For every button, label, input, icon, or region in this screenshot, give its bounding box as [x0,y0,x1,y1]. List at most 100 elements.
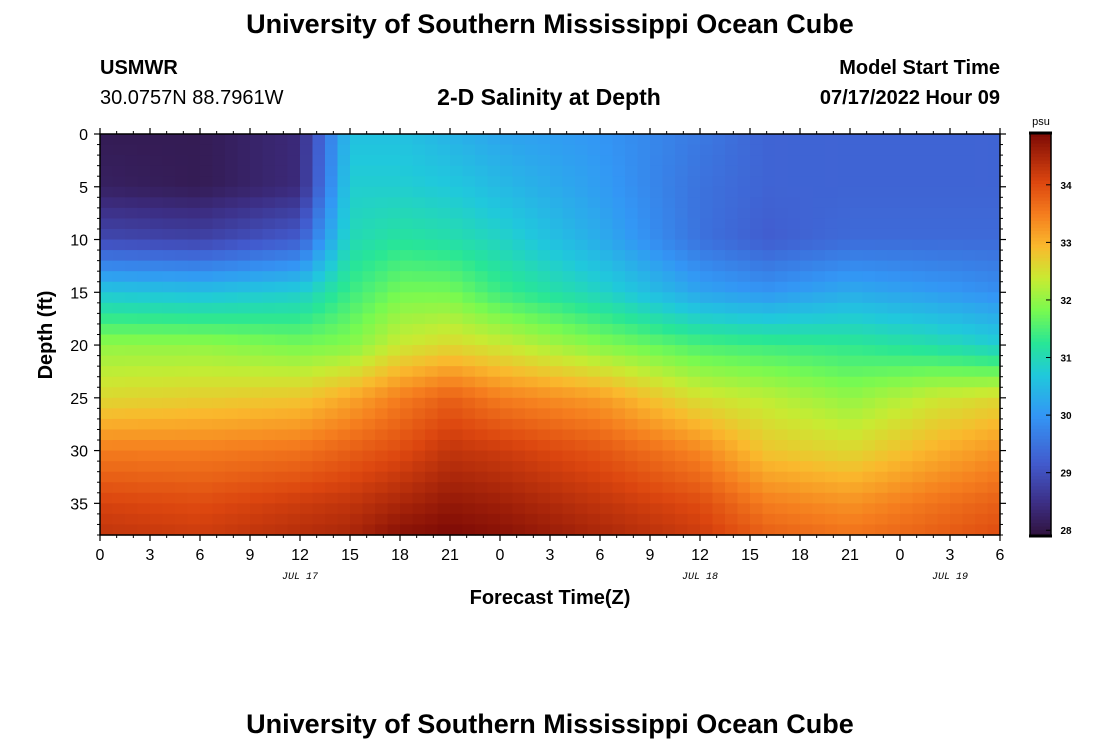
heatmap-cell [362,134,376,146]
heatmap-cell [412,387,426,399]
colorbar-segment [1030,139,1051,144]
heatmap-cell [725,144,739,156]
colorbar-segment [1030,173,1051,178]
heatmap-cell [650,513,664,526]
heatmap-cell [175,397,189,409]
heatmap-cell [100,313,114,325]
heatmap-cell [175,197,189,209]
heatmap-cell [150,250,164,262]
heatmap-cell [925,186,939,198]
heatmap-cell [100,186,114,198]
heatmap-cell [650,492,664,504]
heatmap-cell [937,429,951,441]
heatmap-cell [325,218,339,230]
heatmap-cell [287,513,301,526]
colorbar-segment [1030,210,1051,215]
heatmap-cell [837,376,851,388]
heatmap-cell [800,323,814,336]
heatmap-cell [325,313,339,325]
heatmap-cell [600,471,614,483]
heatmap-cell [387,440,401,452]
heatmap-cell [887,334,901,346]
heatmap-cell [375,218,389,230]
heatmap-cell [300,461,314,473]
heatmap-cell [312,450,326,462]
heatmap-cell [537,239,551,251]
heatmap-cell [200,144,214,156]
x-tick-label: 21 [841,547,859,564]
heatmap-cell [175,134,189,146]
heatmap-cell [937,513,951,526]
heatmap-cell [725,176,739,188]
heatmap-cell [237,345,251,357]
heatmap-cell [237,250,251,262]
heatmap-cell [462,165,476,177]
heatmap-cell [150,334,164,346]
heatmap-cell [725,228,739,241]
heatmap-cell [225,376,239,388]
heatmap-cell [125,228,139,241]
heatmap-cell [862,176,876,188]
heatmap-cell [212,355,226,367]
heatmap-cell [250,176,264,188]
heatmap-cell [575,228,589,241]
heatmap-cell [737,302,751,314]
heatmap-cell [575,260,589,272]
heatmap-cell [112,513,126,526]
heatmap-cell [762,387,776,399]
colorbar-segment [1030,462,1051,467]
heatmap-cell [100,228,114,241]
heatmap-cell [387,397,401,409]
heatmap-cell [600,134,614,146]
heatmap-cell [950,408,964,420]
heatmap-cell [150,450,164,462]
heatmap-cell [850,302,864,314]
heatmap-cell [525,260,539,272]
heatmap-cell [162,228,176,241]
heatmap-cell [137,345,151,357]
heatmap-cell [387,197,401,209]
heatmap-cell [550,355,564,367]
heatmap-cell [162,429,176,441]
heatmap-cell [800,492,814,504]
heatmap-cell [337,250,351,262]
heatmap-cell [900,228,914,241]
heatmap-cell [975,482,989,494]
heatmap-cell [512,418,526,431]
heatmap-cell [737,323,751,336]
heatmap-cell [800,513,814,526]
heatmap-cell [450,366,464,378]
heatmap-cell [137,144,151,156]
heatmap-cell [112,207,126,220]
heatmap-cell [625,461,639,473]
colorbar-segment [1030,354,1051,359]
colorbar-segment [1030,203,1051,208]
heatmap-cell [925,197,939,209]
heatmap-cell [737,250,751,262]
heatmap-cell [862,144,876,156]
heatmap-cell [912,260,926,272]
heatmap-cell [525,503,539,515]
heatmap-cell [762,165,776,177]
heatmap-cell [737,429,751,441]
y-tick-label: 20 [70,338,88,355]
heatmap-cell [325,176,339,188]
heatmap-cell [575,524,589,536]
heatmap-cell [225,408,239,420]
heatmap-cell [387,281,401,293]
heatmap-cell [937,155,951,167]
heatmap-cell [137,482,151,494]
heatmap-cell [350,207,364,220]
heatmap-cell [300,482,314,494]
heatmap-cell [825,440,839,452]
heatmap-cell [662,271,676,283]
heatmap-cell [487,492,501,504]
heatmap-cell [650,239,664,251]
heatmap-cell [937,440,951,452]
heatmap-cell [962,524,976,536]
colorbar-segment [1030,169,1051,174]
heatmap-cell [612,418,626,431]
heatmap-cell [825,450,839,462]
heatmap-cell [662,503,676,515]
